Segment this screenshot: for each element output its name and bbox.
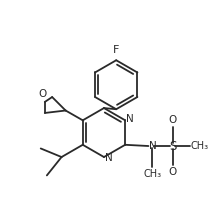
Text: CH₃: CH₃: [191, 141, 209, 151]
Text: N: N: [150, 141, 157, 151]
Text: CH₃: CH₃: [143, 169, 161, 179]
Text: O: O: [39, 89, 47, 99]
Text: S: S: [169, 140, 176, 153]
Text: N: N: [126, 114, 134, 124]
Text: O: O: [168, 167, 177, 177]
Text: O: O: [168, 115, 177, 125]
Text: F: F: [113, 45, 119, 55]
Text: N: N: [105, 153, 112, 163]
